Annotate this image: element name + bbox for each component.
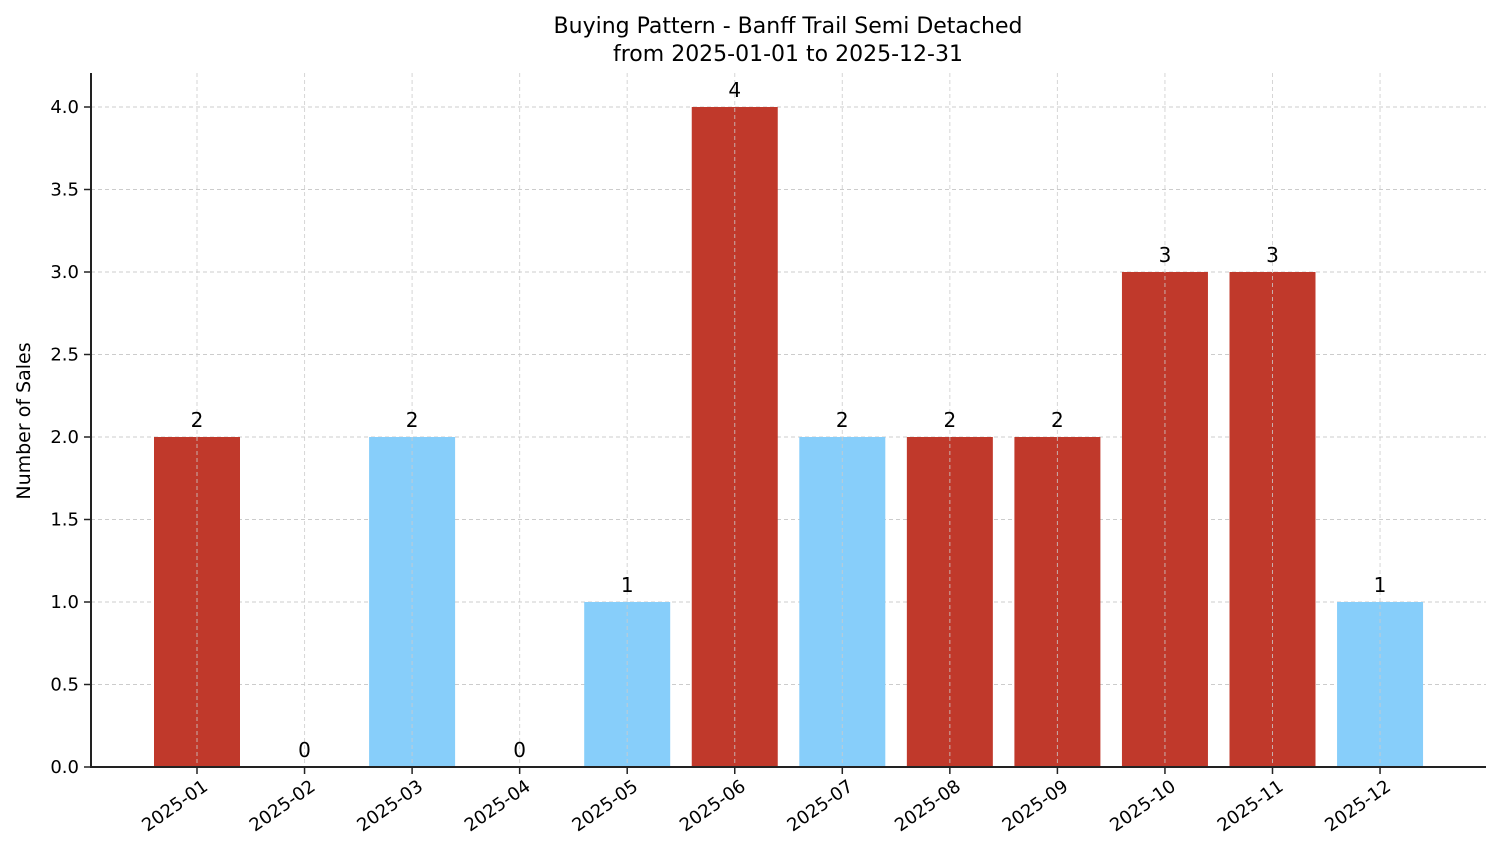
bar-value-labels: 2 0 2 0 1 4 2 2 2 3 3 1 xyxy=(191,78,1387,762)
bar-value-label: 1 xyxy=(621,573,634,597)
x-tick-label: 2025-02 xyxy=(246,776,320,836)
x-tick-label: 2025-06 xyxy=(676,776,750,836)
y-tick-label: 3.0 xyxy=(50,262,79,283)
x-tick-label: 2025-07 xyxy=(784,776,858,836)
bar-value-label: 0 xyxy=(513,738,526,762)
y-tick-label: 3.5 xyxy=(50,180,79,201)
x-tick-label: 2025-12 xyxy=(1321,776,1395,836)
bar-value-label: 2 xyxy=(1051,408,1064,432)
bar-value-label: 3 xyxy=(1159,243,1172,267)
x-tick-label: 2025-05 xyxy=(568,776,642,836)
y-tick-label: 4.0 xyxy=(50,97,79,118)
x-tick-label: 2025-09 xyxy=(999,776,1073,836)
bar-value-label: 2 xyxy=(191,408,204,432)
bar-value-label: 0 xyxy=(298,738,311,762)
y-tick-label: 1.0 xyxy=(50,592,79,613)
bar-value-label: 3 xyxy=(1266,243,1279,267)
y-tick-label: 1.5 xyxy=(50,510,79,531)
bar-value-label: 2 xyxy=(943,408,956,432)
bar-value-label: 4 xyxy=(728,78,741,102)
x-tick-label: 2025-01 xyxy=(138,776,212,836)
chart-title: Buying Pattern - Banff Trail Semi Detach… xyxy=(554,14,1023,39)
x-tick-label: 2025-11 xyxy=(1214,776,1288,836)
chart-subtitle: from 2025-01-01 to 2025-12-31 xyxy=(613,42,963,67)
vertical-gridlines xyxy=(196,73,1381,767)
y-tick-label: 2.0 xyxy=(50,427,79,448)
x-tick-label: 2025-08 xyxy=(891,776,965,836)
y-tick-label: 0.0 xyxy=(50,757,79,778)
bar-value-label: 2 xyxy=(406,408,419,432)
y-tick-label: 0.5 xyxy=(50,675,79,696)
y-tick-label: 2.5 xyxy=(50,345,79,366)
y-axis-ticks: 0.0 0.5 1.0 1.5 2.0 2.5 3.0 3.5 4.0 xyxy=(50,97,91,778)
x-tick-label: 2025-04 xyxy=(461,776,535,836)
x-tick-label: 2025-03 xyxy=(353,776,427,836)
bar-value-label: 1 xyxy=(1374,573,1387,597)
x-axis-ticks: 2025-01 2025-02 2025-03 2025-04 2025-05 2025-… xyxy=(138,767,1395,836)
x-tick-label: 2025-10 xyxy=(1106,776,1180,836)
y-axis-label: Number of Sales xyxy=(13,342,35,499)
bar-value-label: 2 xyxy=(836,408,849,432)
